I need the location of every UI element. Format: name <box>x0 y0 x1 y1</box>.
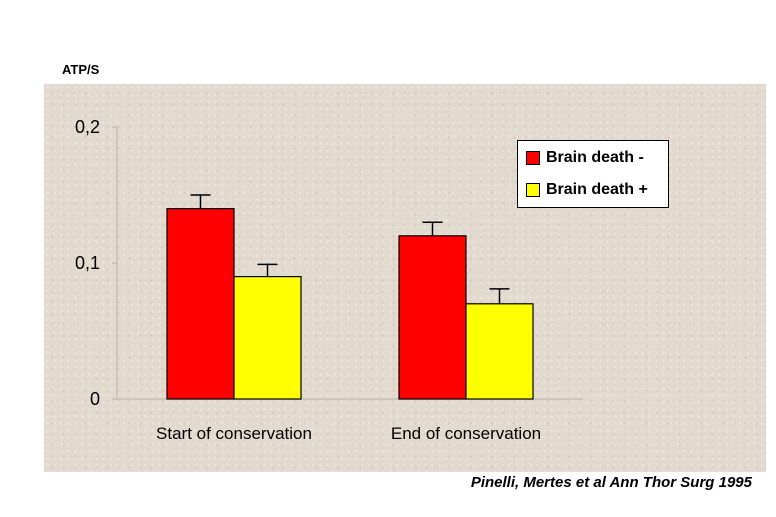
legend-label: Brain death - <box>546 149 644 166</box>
y-tick-label: 0,1 <box>75 253 100 273</box>
legend-swatch-yellow <box>526 183 540 197</box>
legend: Brain death - Brain death + <box>517 140 669 208</box>
x-category-label: End of conservation <box>391 424 541 443</box>
bar-brain-death-minus <box>166 208 235 400</box>
citation: Pinelli, Mertes et al Ann Thor Surg 1995 <box>470 474 752 491</box>
bar-brain-death-plus <box>233 276 302 400</box>
y-tick-label: 0 <box>90 389 100 409</box>
y-axis-title: ATP/S <box>62 62 100 77</box>
legend-item-brain-death-minus: Brain death - <box>526 149 644 167</box>
legend-item-brain-death-plus: Brain death + <box>526 181 648 199</box>
bar-brain-death-minus <box>398 235 467 400</box>
x-category-label: Start of conservation <box>156 424 312 443</box>
bar-brain-death-plus <box>465 303 534 400</box>
y-tick-label: 0,2 <box>75 117 100 137</box>
legend-label: Brain death + <box>546 181 648 198</box>
legend-swatch-red <box>526 151 540 165</box>
